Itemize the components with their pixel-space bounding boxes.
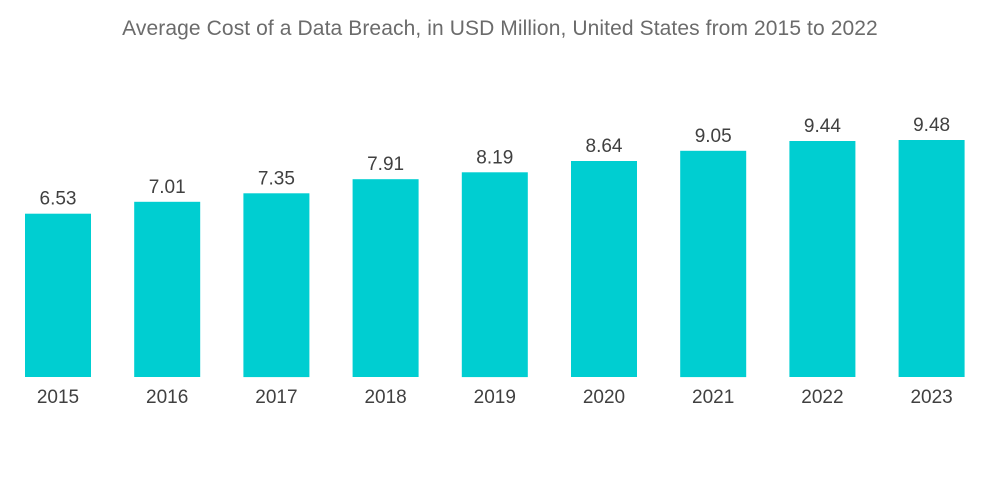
value-label-2019: 8.19 (476, 147, 513, 168)
x-tick-label-2018: 2018 (364, 387, 406, 408)
bar-2020 (571, 161, 637, 377)
bar-2017 (243, 193, 310, 378)
bar-2021 (680, 150, 747, 378)
x-tick-label-2023: 2023 (910, 387, 952, 408)
bar-2018 (352, 179, 419, 377)
value-label-2018: 7.91 (367, 154, 404, 175)
value-label-2022: 9.44 (804, 116, 841, 137)
bar-2015 (25, 213, 91, 377)
x-tick-label-2019: 2019 (474, 387, 516, 408)
x-tick-label-2021: 2021 (692, 387, 734, 408)
chart-title: Average Cost of a Data Breach, in USD Mi… (122, 17, 878, 40)
x-tick-label-2017: 2017 (255, 387, 297, 408)
x-tick-label-2016: 2016 (146, 387, 188, 408)
value-label-2023: 9.48 (913, 115, 950, 136)
value-label-2015: 6.53 (40, 189, 77, 210)
x-tick-label-2022: 2022 (801, 387, 843, 408)
bar-2022 (789, 141, 856, 377)
x-tick-label-2015: 2015 (37, 387, 79, 408)
value-label-2021: 9.05 (695, 126, 732, 147)
bar-2016 (134, 201, 201, 377)
value-label-2016: 7.01 (149, 177, 186, 198)
bar-2019 (461, 172, 528, 378)
bar-2023 (898, 140, 965, 377)
value-label-2017: 7.35 (258, 168, 295, 189)
x-tick-label-2020: 2020 (583, 387, 625, 408)
value-label-2020: 8.64 (586, 136, 623, 157)
